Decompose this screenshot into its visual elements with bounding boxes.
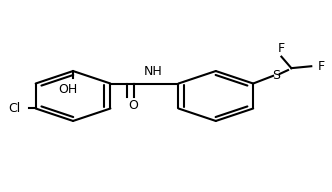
- Text: S: S: [273, 69, 281, 82]
- Text: OH: OH: [58, 83, 78, 96]
- Text: F: F: [318, 60, 325, 73]
- Text: O: O: [129, 99, 138, 112]
- Text: NH: NH: [143, 65, 162, 78]
- Text: F: F: [278, 42, 285, 55]
- Text: Cl: Cl: [9, 102, 21, 115]
